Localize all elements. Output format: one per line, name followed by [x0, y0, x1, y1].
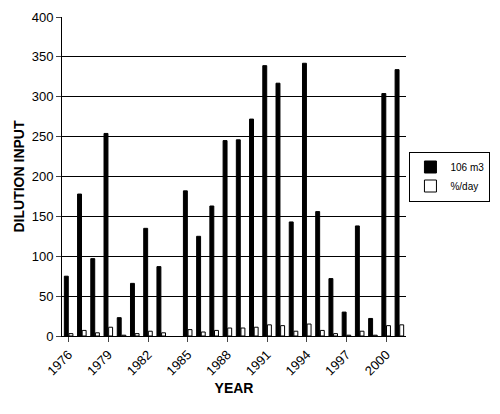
- svg-text:1991: 1991: [243, 347, 274, 378]
- svg-text:1979: 1979: [84, 347, 115, 378]
- svg-text:2000: 2000: [362, 347, 393, 378]
- svg-text:1982: 1982: [124, 347, 155, 378]
- svg-text:DILUTION INPUT: DILUTION INPUT: [11, 120, 27, 232]
- svg-text:%/day: %/day: [450, 181, 478, 192]
- svg-text:0: 0: [46, 329, 53, 344]
- svg-text:1976: 1976: [44, 347, 75, 378]
- svg-text:1988: 1988: [203, 347, 234, 378]
- svg-text:150: 150: [32, 209, 54, 224]
- svg-text:250: 250: [32, 129, 54, 144]
- svg-text:50: 50: [39, 289, 53, 304]
- svg-text:200: 200: [32, 169, 54, 184]
- svg-text:350: 350: [32, 49, 54, 64]
- svg-text:YEAR: YEAR: [215, 380, 254, 396]
- svg-text:106 m3: 106 m3: [450, 162, 484, 173]
- svg-text:1997: 1997: [322, 347, 353, 378]
- svg-text:400: 400: [32, 10, 54, 25]
- svg-text:100: 100: [32, 249, 54, 264]
- svg-text:1985: 1985: [163, 347, 194, 378]
- svg-text:1994: 1994: [282, 347, 313, 378]
- svg-text:300: 300: [32, 89, 54, 104]
